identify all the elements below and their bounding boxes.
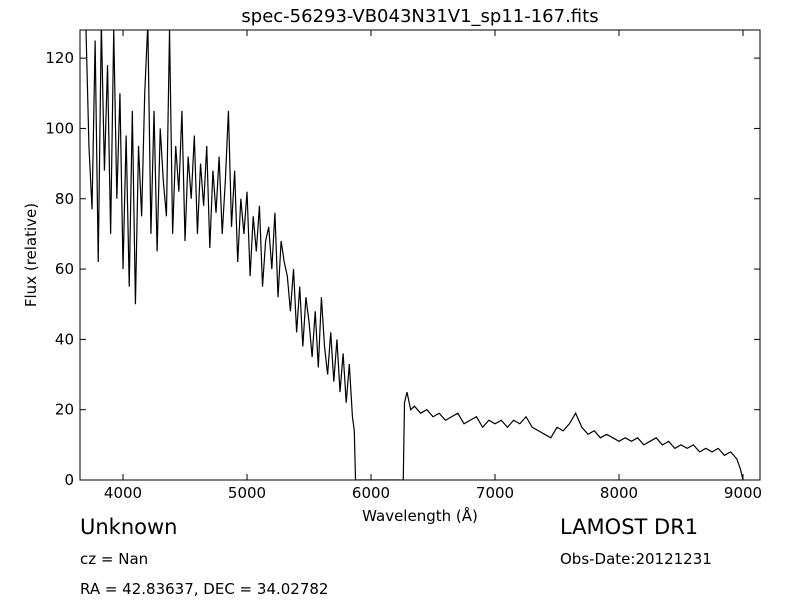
x-axis-label: Wavelength (Å) [362,506,478,525]
x-tick-label: 5000 [228,484,266,502]
y-tick-label: 80 [55,190,74,208]
x-tick-label: 6000 [352,484,390,502]
y-tick-label: 120 [45,49,74,67]
y-tick-label: 60 [55,260,74,278]
x-tick-label: 7000 [476,484,514,502]
spectrum-line [85,30,744,480]
x-tick-label: 9000 [724,484,762,502]
x-tick-label: 8000 [600,484,638,502]
y-axis-label: Flux (relative) [22,203,40,307]
chart-title: spec-56293-VB043N31V1_sp11-167.fits [241,6,598,27]
obs-date: Obs-Date:20121231 [560,550,712,568]
y-tick-label: 100 [45,119,74,137]
coordinates: RA = 42.83637, DEC = 34.02782 [80,580,328,598]
y-tick-label: 20 [55,401,74,419]
y-tick-label: 40 [55,330,74,348]
x-tick-label: 4000 [104,484,142,502]
redshift: cz = Nan [80,550,148,568]
object-class: Unknown [80,515,177,539]
y-tick-label: 0 [64,471,74,489]
plot-frame [79,29,761,481]
survey: LAMOST DR1 [560,515,698,539]
